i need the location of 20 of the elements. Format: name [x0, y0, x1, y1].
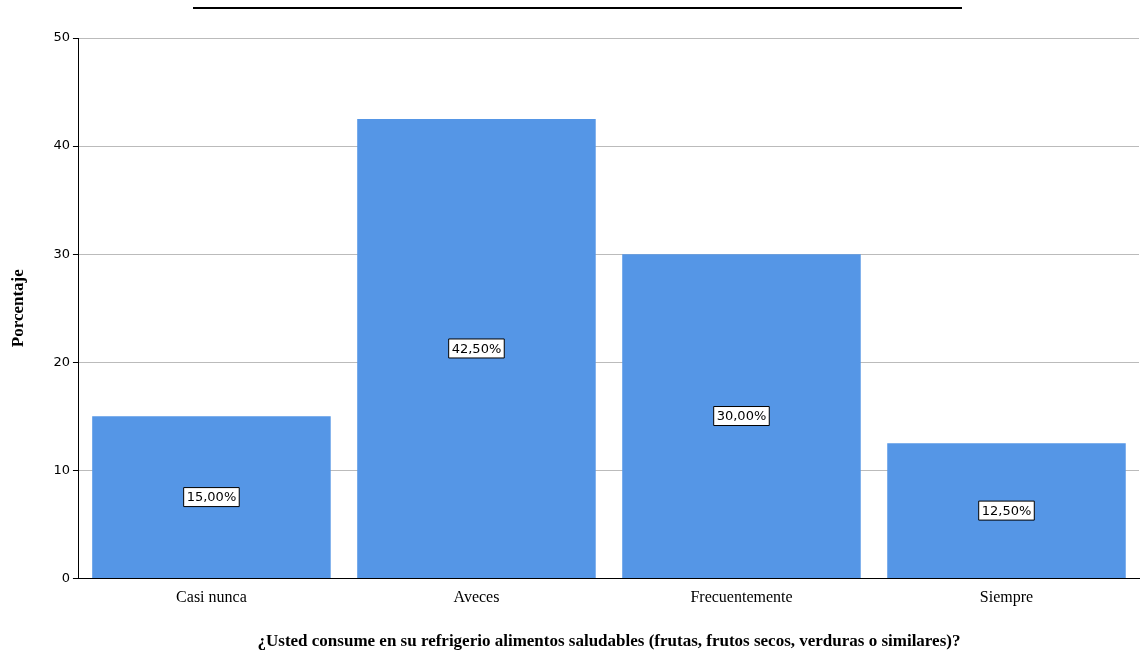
y-tick-label: 0 [61, 569, 70, 585]
data-label: 30,00% [716, 408, 767, 424]
data-label: 15,00% [186, 489, 237, 505]
data-label: 12,50% [981, 502, 1032, 518]
bar [887, 443, 1126, 578]
y-tick-label: 50 [53, 29, 70, 45]
bar [92, 416, 331, 578]
x-tick-label: Aveces [453, 588, 500, 606]
y-tick-label: 30 [53, 245, 70, 261]
y-tick-label: 20 [53, 353, 70, 369]
x-tick-label: Casi nunca [176, 588, 247, 606]
bar [357, 119, 596, 578]
data-label: 42,50% [451, 340, 502, 356]
y-tick-label: 40 [53, 137, 70, 153]
bar [622, 254, 861, 578]
x-tick-label: Frecuentemente [690, 588, 793, 606]
x-tick-label: Siempre [979, 588, 1034, 607]
y-axis-title: Porcentaje [7, 268, 27, 348]
y-tick-label: 10 [53, 461, 70, 477]
x-axis-title: ¿Usted consume en su refrigerio alimentos saludables (frutas, frutos secos, verduras o similares)? [257, 631, 961, 651]
